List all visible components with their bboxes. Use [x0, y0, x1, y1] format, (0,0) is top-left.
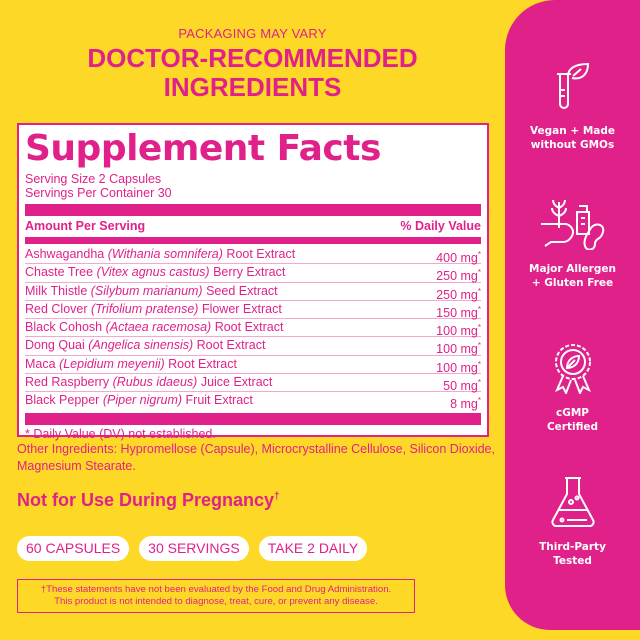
ingredient-amount: 400 mg* [436, 250, 481, 266]
ingredient-amount: 100 mg* [436, 359, 481, 375]
amount-header: Amount Per Serving [25, 219, 146, 233]
pill-servings: 30 SERVINGS [139, 536, 249, 561]
warning-text: Not for Use During Pregnancy [17, 490, 275, 510]
fda-disclaimer: †These statements have not been evaluate… [17, 579, 415, 613]
ingredient-amount: 250 mg* [436, 268, 481, 284]
feature-cgmp: cGMP Certified [505, 342, 640, 434]
ingredient-row: Chaste Tree (Vitex agnus castus) Berry E… [25, 264, 481, 284]
feature-label: + Gluten Free [531, 277, 614, 289]
ingredient-name: Chaste Tree (Vitex agnus castus) Berry E… [25, 265, 286, 280]
pregnancy-warning: Not for Use During Pregnancy† [17, 490, 280, 511]
ingredient-row: Black Pepper (Piper nigrum) Fruit Extrac… [25, 392, 481, 412]
feature-label: Third-Party [539, 541, 606, 553]
ingredient-amount: 250 mg* [436, 286, 481, 302]
ingredient-amount: 50 mg* [443, 378, 481, 394]
feature-label: cGMP [556, 407, 589, 419]
ingredient-amount: 150 mg* [436, 304, 481, 321]
supplement-facts-panel: Supplement Facts Serving Size 2 Capsules… [17, 123, 489, 441]
servings-per-container: Servings Per Container 30 [25, 186, 172, 200]
feature-tested: Third-Party Tested [505, 476, 640, 568]
feature-label: Tested [553, 555, 592, 567]
ingredient-name: Red Clover (Trifolium pratense) Flower E… [25, 301, 282, 316]
ingredient-row: Dong Quai (Angelica sinensis) Root Extra… [25, 337, 481, 357]
disclaimer-line2: This product is not intended to diagnose… [54, 596, 378, 607]
divider [25, 204, 481, 216]
flask-icon [550, 477, 595, 528]
pill-capsules: 60 CAPSULES [17, 536, 130, 561]
packaging-note: PACKAGING MAY VARY [178, 26, 327, 41]
ingredient-name: Milk Thistle (Silybum marianum) Seed Ext… [25, 283, 278, 298]
features-sidebar: Vegan + Made without GMOs Major Allergen… [505, 0, 640, 630]
serving-size: Serving Size 2 Capsules [25, 172, 162, 186]
ingredient-amount: 100 mg* [436, 323, 481, 339]
facts-header-row: Amount Per Serving % Daily Value [25, 218, 481, 235]
ingredient-name: Ashwagandha (Withania somnifera) Root Ex… [25, 247, 296, 261]
divider [25, 237, 481, 244]
ingredient-row: Ashwagandha (Withania somnifera) Root Ex… [25, 246, 481, 266]
headline: DOCTOR-RECOMMENDED INGREDIENTS [0, 44, 505, 102]
facts-title: Supplement Facts [25, 128, 381, 169]
divider [25, 412, 481, 425]
feature-label: without GMOs [530, 139, 615, 151]
ingredient-amount: 100 mg* [436, 341, 481, 357]
feature-pills: 60 CAPSULES 30 SERVINGS TAKE 2 DAILY [17, 536, 368, 561]
ingredient-name: Black Cohosh (Actaea racemosa) Root Extr… [25, 320, 284, 335]
certified-badge-icon [554, 344, 591, 394]
dagger-mark: † [274, 491, 280, 502]
ingredient-row: Black Cohosh (Actaea racemosa) Root Extr… [25, 319, 481, 339]
dv-note: * Daily Value (DV) not established. [25, 426, 216, 441]
headline-line1: DOCTOR-RECOMMENDED [87, 43, 418, 73]
dv-header: % Daily Value [400, 219, 481, 233]
feature-label: Vegan + Made [529, 125, 616, 137]
pill-dosage: TAKE 2 DAILY [258, 536, 368, 561]
allergen-icon [540, 199, 604, 250]
feature-label: Certified [546, 421, 599, 433]
ingredient-name: Maca (Lepidium meyenii) Root Extract [25, 356, 237, 371]
ingredient-row: Red Clover (Trifolium pratense) Flower E… [25, 301, 481, 321]
ingredient-row: Milk Thistle (Silybum marianum) Seed Ext… [25, 283, 481, 302]
ingredient-name: Red Raspberry (Rubus idaeus) Juice Extra… [25, 375, 273, 390]
feature-label: Major Allergen [529, 263, 616, 275]
other-ingredients: Other Ingredients: Hypromellose (Capsule… [17, 442, 495, 473]
ingredient-name: Black Pepper (Piper nigrum) Fruit Extrac… [25, 393, 253, 408]
ingredient-row: Maca (Lepidium meyenii) Root Extract 100 … [25, 356, 481, 375]
ingredient-row: Red Raspberry (Rubus idaeus) Juice Extra… [25, 374, 481, 394]
headline-line2: INGREDIENTS [163, 72, 342, 102]
ingredient-name: Dong Quai (Angelica sinensis) Root Extra… [25, 338, 266, 353]
feature-allergen: Major Allergen + Gluten Free [505, 198, 640, 290]
ingredient-amount: 8 mg* [450, 396, 481, 412]
feature-vegan: Vegan + Made without GMOs [505, 62, 640, 152]
disclaimer-line1: †These statements have not been evaluate… [40, 584, 392, 595]
plant-test-tube-icon [556, 62, 589, 109]
